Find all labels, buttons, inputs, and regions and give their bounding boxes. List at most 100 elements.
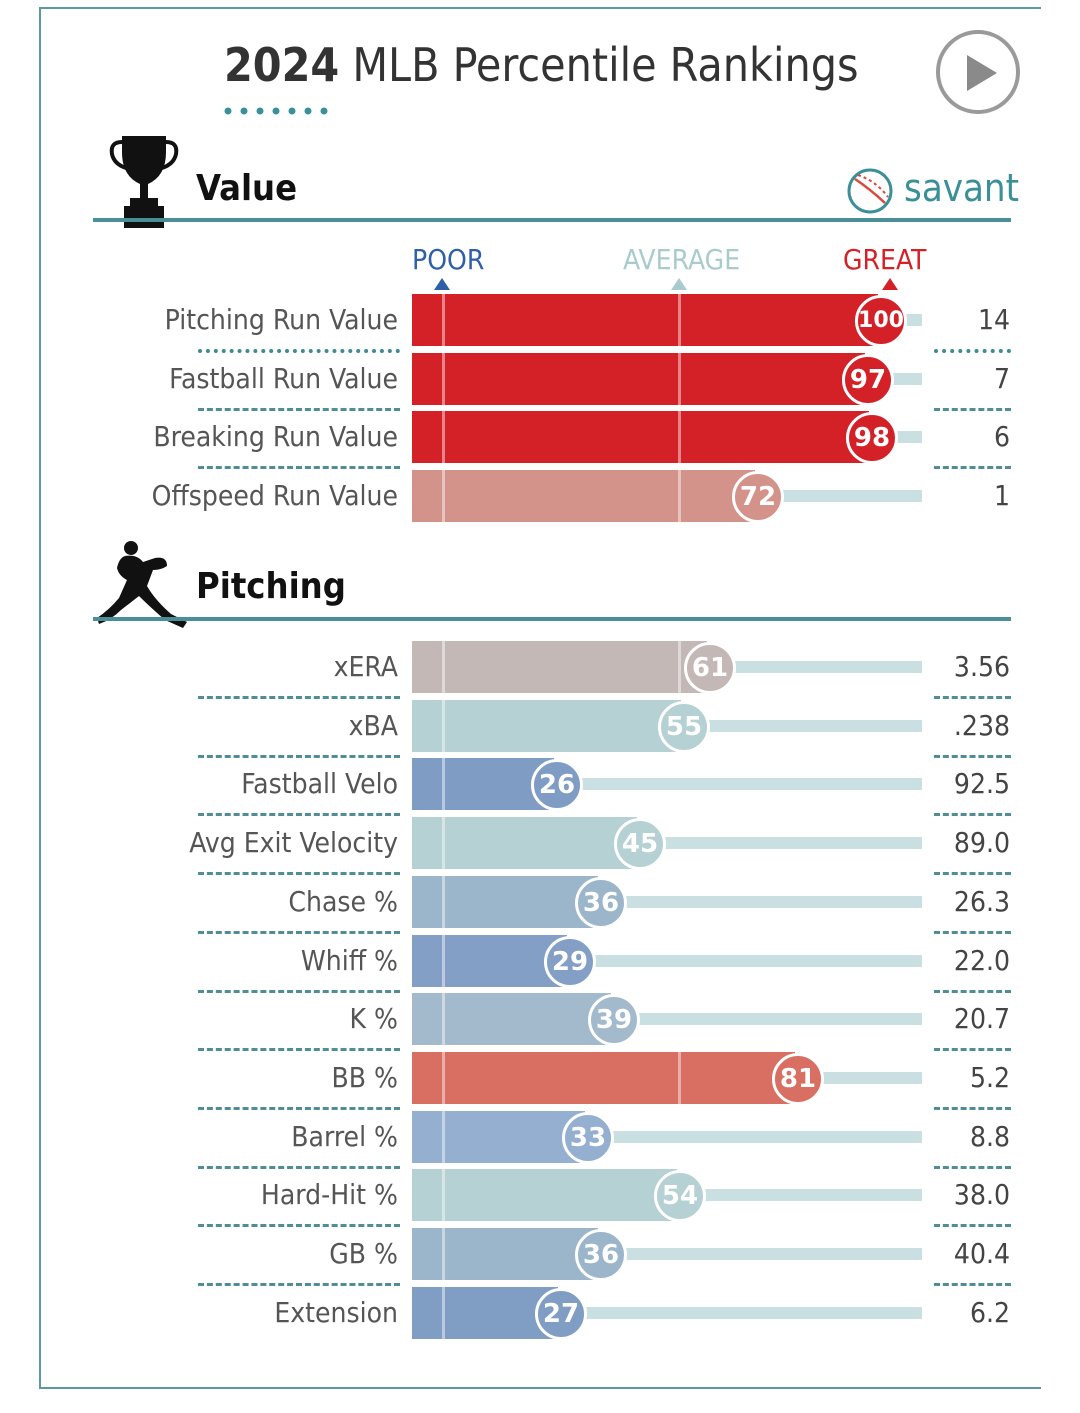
metric-value: 89.0 [953, 826, 1010, 860]
metric-label: K % [349, 1002, 398, 1036]
row-separator [198, 989, 400, 993]
percentile-bar[interactable] [412, 294, 878, 346]
frame-bottom-border [39, 1387, 1041, 1389]
row-separator [198, 872, 400, 876]
metric-label: Hard-Hit % [260, 1178, 398, 1212]
percentile-track [795, 1071, 922, 1084]
title-underline-dots [224, 107, 328, 115]
percentile-bar[interactable] [412, 1051, 795, 1104]
percentile-track [681, 719, 922, 732]
percentile-track [611, 1013, 922, 1026]
bar-guide-line [442, 817, 445, 870]
title-text: MLB Percentile Rankings [352, 38, 859, 92]
percentile-bubble[interactable]: 100 [855, 295, 907, 347]
bar-guide-line [442, 470, 445, 523]
percentile-bar[interactable] [412, 875, 598, 928]
row-separator [198, 813, 400, 817]
percentile-track [677, 1189, 922, 1202]
percentile-bar[interactable] [412, 817, 637, 870]
pitcher-silhouette-icon [97, 541, 187, 628]
metric-label: Offspeed Run Value [151, 479, 398, 513]
metric-label: Pitching Run Value [164, 303, 398, 336]
metric-value: 38.0 [953, 1178, 1010, 1212]
row-separator [934, 754, 1011, 758]
percentile-bar[interactable] [412, 934, 567, 987]
percentile-bar[interactable] [412, 411, 869, 464]
section-rule-pitching [93, 617, 1011, 621]
percentile-bubble[interactable]: 36 [575, 1229, 627, 1281]
percentile-bar[interactable] [412, 1228, 598, 1280]
percentile-bubble[interactable]: 72 [732, 471, 784, 524]
percentile-bar[interactable] [412, 1286, 558, 1339]
metric-value: 3.56 [953, 650, 1010, 683]
percentile-bubble[interactable]: 54 [654, 1170, 706, 1223]
percentile-bubble[interactable]: 98 [846, 412, 898, 465]
percentile-bubble[interactable]: 26 [531, 759, 583, 812]
axis-label-average: AVERAGE [623, 243, 741, 276]
bar-guide-line [678, 411, 681, 464]
row-separator [198, 1106, 400, 1110]
bar-guide-line [678, 294, 681, 346]
metric-label: Avg Exit Velocity [189, 826, 398, 860]
percentile-bubble[interactable]: 97 [842, 353, 894, 406]
trophy-icon [109, 136, 179, 228]
percentile-bubble[interactable]: 39 [588, 994, 640, 1047]
metric-label: xBA [348, 708, 398, 742]
axis-marker-poor [434, 278, 450, 290]
percentile-track [755, 490, 922, 503]
metric-value: 20.7 [953, 1002, 1010, 1036]
metric-label: Whiff % [300, 943, 398, 977]
row-separator [934, 696, 1011, 699]
bar-guide-line [442, 699, 445, 752]
row-separator [198, 1048, 400, 1052]
metric-label: Extension [274, 1295, 398, 1329]
bar-guide-line [442, 758, 445, 811]
row-separator [198, 754, 400, 758]
percentile-bubble[interactable]: 29 [544, 935, 596, 988]
frame-left-border [39, 7, 41, 1389]
axis-marker-average [671, 278, 687, 290]
percentile-bubble[interactable]: 27 [535, 1287, 587, 1340]
metric-value: .238 [953, 708, 1010, 742]
play-button[interactable] [936, 30, 1020, 114]
row-separator [934, 1165, 1011, 1169]
axis-label-great: GREAT [843, 243, 927, 276]
row-separator [934, 930, 1011, 934]
percentile-bubble[interactable]: 45 [614, 818, 666, 871]
percentile-bubble[interactable]: 81 [772, 1052, 824, 1105]
bar-guide-line [442, 934, 445, 987]
percentile-bubble[interactable]: 55 [658, 700, 710, 753]
row-separator [198, 1224, 400, 1228]
row-separator [934, 466, 1011, 470]
row-separator [934, 1283, 1011, 1286]
percentile-bar[interactable] [412, 352, 865, 405]
percentile-track [598, 1248, 922, 1260]
percentile-bar[interactable] [412, 993, 611, 1046]
section-title-value: Value [196, 168, 298, 209]
metric-value: 26.3 [953, 884, 1010, 918]
metric-value: 6 [993, 420, 1010, 454]
metric-label: BB % [331, 1060, 399, 1094]
metric-value: 92.5 [953, 767, 1010, 801]
bar-guide-line [442, 411, 445, 464]
percentile-track [585, 1130, 922, 1143]
percentile-bar[interactable] [412, 1169, 677, 1222]
percentile-bubble[interactable]: 61 [684, 642, 736, 694]
bar-guide-line [442, 993, 445, 1046]
bar-guide-line [442, 1228, 445, 1280]
page-title: 2024 MLB Percentile Rankings [224, 38, 859, 92]
percentile-bar[interactable] [412, 758, 554, 811]
percentile-bar[interactable] [412, 470, 755, 523]
metric-label: GB % [329, 1237, 398, 1270]
percentile-bar[interactable] [412, 1110, 585, 1163]
percentile-bubble[interactable]: 36 [575, 876, 627, 929]
percentile-bar[interactable] [412, 699, 681, 752]
play-icon[interactable] [967, 55, 997, 91]
row-separator [934, 872, 1011, 876]
percentile-bubble[interactable]: 33 [562, 1111, 614, 1164]
metric-value: 22.0 [953, 943, 1010, 977]
row-separator [934, 989, 1011, 993]
percentile-track [567, 954, 922, 967]
bar-guide-line [678, 1051, 681, 1104]
percentile-bar[interactable] [412, 641, 707, 693]
